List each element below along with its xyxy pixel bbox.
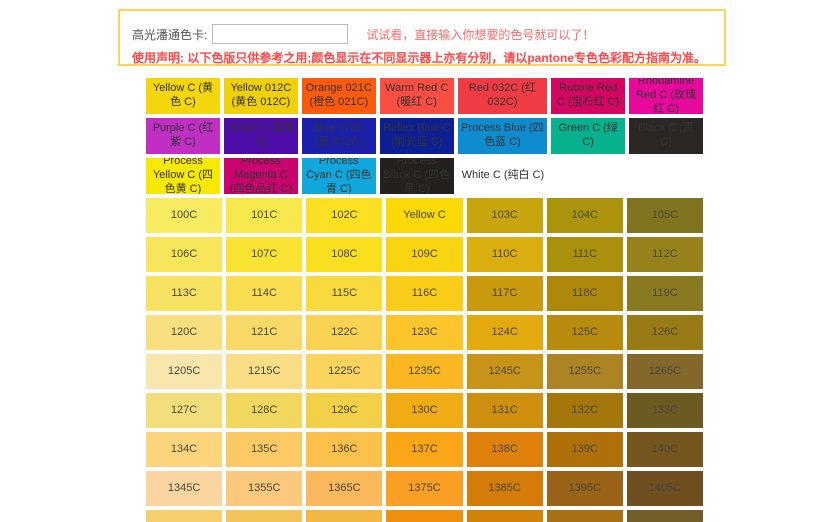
swatch-process-black-c-四色黑-c: Process Black C (四色黑 C)	[379, 158, 454, 194]
swatch-empty	[386, 510, 463, 522]
swatch-empty	[146, 510, 223, 522]
swatch-empty	[226, 510, 303, 522]
swatch-1235c: 1235C	[386, 354, 463, 389]
swatch-process-magenta-c-四色品红-c: Process Magenta C (四色品红 C)	[223, 158, 298, 194]
swatch-yellow-c-黄色-c: Yellow C (黄色 C)	[146, 78, 220, 114]
swatch-empty	[629, 158, 703, 194]
swatch-135c: 135C	[226, 432, 303, 467]
swatch-1215c: 1215C	[226, 354, 303, 389]
swatch-132c: 132C	[546, 393, 623, 428]
swatch-138c: 138C	[466, 432, 543, 467]
swatch-rubine-red-c-宝石红-c: Rubine Red C (宝石红 C)	[551, 78, 626, 114]
swatch-110c: 110C	[466, 237, 543, 272]
numbered-swatch-grid: 100C 101C 102C Yellow C 103C 104C 105C 106C 107C…	[146, 198, 703, 506]
swatch-process-cyan-c-四色青-c: Process Cyan C (四色青 C)	[301, 158, 376, 194]
partial-swatch-row	[146, 510, 703, 522]
swatch-119c: 119C	[626, 276, 703, 311]
swatch-violet-c-蓝紫-c: Violet C (蓝紫 C)	[223, 118, 298, 154]
swatch-109c: 109C	[386, 237, 463, 272]
swatch-139c: 139C	[546, 432, 623, 467]
swatch-114c: 114C	[226, 276, 303, 311]
swatch-1355c: 1355C	[226, 471, 303, 506]
swatch-1225c: 1225C	[306, 354, 383, 389]
swatch-1375c: 1375C	[386, 471, 463, 506]
swatch-133c: 133C	[626, 393, 703, 428]
swatch-process-yellow-c-四色黄-c: Process Yellow C (四色黄 C)	[146, 158, 220, 194]
swatch-red-032c-红-032c: Red 032C (红 032C)	[457, 78, 548, 114]
swatch-1385c: 1385C	[466, 471, 543, 506]
swatch-140c: 140C	[626, 432, 703, 467]
swatch-113c: 113C	[146, 276, 223, 311]
disclaimer-text: 使用声明: 以下色版只供参考之用;颜色显示在不同显示器上亦有分别，请以panto…	[132, 51, 706, 65]
swatch-orange-021c-橙色-021c: Orange 021C (橙色 021C)	[301, 78, 376, 114]
swatch-106c: 106C	[146, 237, 223, 272]
swatch-1265c: 1265C	[626, 354, 703, 389]
swatch-125c: 125C	[546, 315, 623, 350]
swatch-process-blue-四色蓝-c: Process Blue (四色蓝 C)	[457, 118, 548, 154]
swatch-1405c: 1405C	[626, 471, 703, 506]
swatch-empty	[626, 510, 703, 522]
swatch-1365c: 1365C	[306, 471, 383, 506]
search-panel: 高光潘通色卡: 试试看，直接输入你想要的色号就可以了！ 使用声明: 以下色版只供…	[118, 9, 726, 66]
swatch-128c: 128C	[226, 393, 303, 428]
swatch-116c: 116C	[386, 276, 463, 311]
swatch-yellow-c: Yellow C	[386, 198, 463, 233]
swatch-purple-c-红紫-c: Purple C (红紫 C)	[146, 118, 220, 154]
swatch-115c: 115C	[306, 276, 383, 311]
swatch-108c: 108C	[306, 237, 383, 272]
swatch-102c: 102C	[306, 198, 383, 233]
swatch-1255c: 1255C	[546, 354, 623, 389]
swatch-120c: 120C	[146, 315, 223, 350]
search-form-row: 高光潘通色卡: 试试看，直接输入你想要的色号就可以了！	[132, 24, 594, 44]
swatch-137c: 137C	[386, 432, 463, 467]
swatch-empty	[546, 510, 623, 522]
swatch-118c: 118C	[546, 276, 623, 311]
swatch-134c: 134C	[146, 432, 223, 467]
swatch-white-c-纯白-c: White C (纯白 C)	[457, 158, 548, 194]
swatch-1245c: 1245C	[466, 354, 543, 389]
swatch-103c: 103C	[466, 198, 543, 233]
swatch-100c: 100C	[146, 198, 223, 233]
swatch-1345c: 1345C	[146, 471, 223, 506]
swatch-105c: 105C	[626, 198, 703, 233]
swatch-rhodamine-red-c-玫瑰红-c: Rhodamine Red C (玫瑰红 C)	[629, 78, 703, 114]
swatch-104c: 104C	[546, 198, 623, 233]
swatch-111c: 111C	[546, 237, 623, 272]
swatch-124c: 124C	[466, 315, 543, 350]
swatch-empty	[306, 510, 383, 522]
named-swatch-grid: Yellow C (黄色 C) Yellow 012C (黄色 012C) Oran…	[146, 78, 703, 194]
swatch-117c: 117C	[466, 276, 543, 311]
color-code-input[interactable]	[212, 24, 349, 44]
swatch-136c: 136C	[306, 432, 383, 467]
swatch-black-c-黑-c: Black C (黑 C)	[629, 118, 703, 154]
swatch-empty	[551, 158, 625, 194]
swatch-126c: 126C	[626, 315, 703, 350]
search-label: 高光潘通色卡:	[132, 27, 208, 42]
swatch-121c: 121C	[226, 315, 303, 350]
swatch-empty	[466, 510, 543, 522]
swatch-123c: 123C	[386, 315, 463, 350]
search-hint: 试试看，直接输入你想要的色号就可以了！	[366, 27, 595, 42]
swatch-101c: 101C	[226, 198, 303, 233]
swatch-107c: 107C	[226, 237, 303, 272]
swatch-131c: 131C	[466, 393, 543, 428]
swatch-1205c: 1205C	[146, 354, 223, 389]
swatch-129c: 129C	[306, 393, 383, 428]
swatch-yellow-012c-黄色-012c: Yellow 012C (黄色 012C)	[223, 78, 298, 114]
swatch-127c: 127C	[146, 393, 223, 428]
swatch-reflex-blue-c-射光蓝-c: Reflex Blue C (射光蓝 C)	[379, 118, 454, 154]
swatch-warm-red-c-暖红-c: Warm Red C (暖红 C)	[379, 78, 454, 114]
swatch-130c: 130C	[386, 393, 463, 428]
swatch-green-c-绿-c: Green C (绿 C)	[551, 118, 626, 154]
swatch-112c: 112C	[626, 237, 703, 272]
swatch-122c: 122C	[306, 315, 383, 350]
swatch-blue-072c-蓝-072c: Blue 072C (蓝 072C)	[301, 118, 376, 154]
swatch-1395c: 1395C	[546, 471, 623, 506]
